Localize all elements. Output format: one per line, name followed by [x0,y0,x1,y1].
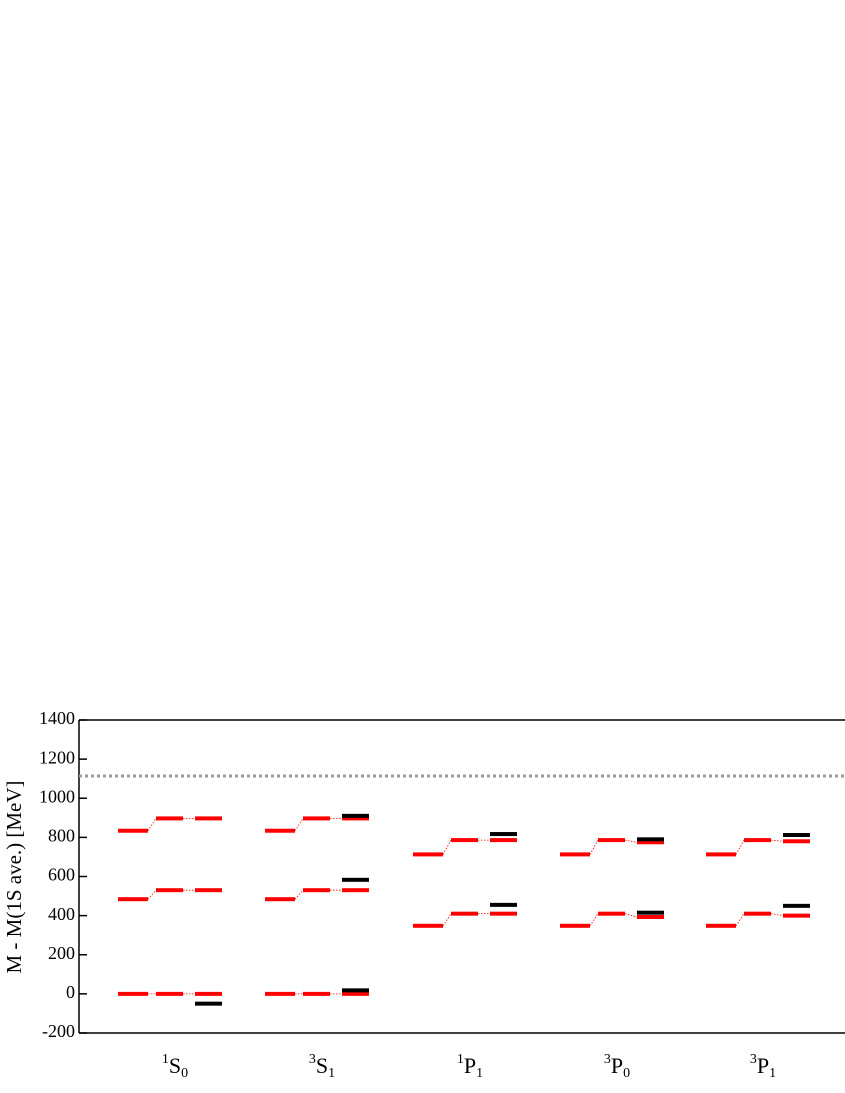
connector [442,913,452,927]
level [342,888,369,893]
y-tick-label: -200 [42,1021,75,1041]
level [303,888,330,893]
level [342,988,369,993]
level [783,833,810,838]
level [637,910,664,915]
level [342,813,369,818]
level [490,832,517,837]
label-sub: 1 [328,1066,335,1081]
level [783,903,810,908]
connector [624,839,638,843]
y-tick-label: 800 [48,826,75,846]
label-sup: 3 [750,1052,757,1067]
level [490,838,517,843]
connector [147,818,157,831]
level [195,991,222,996]
connector [624,913,638,918]
label-sup: 1 [457,1052,464,1067]
level [342,991,369,996]
label-main: P [611,1053,623,1078]
level [303,991,330,996]
y-tick-label: 0 [66,982,75,1002]
label-main: S [316,1053,328,1078]
y-tick-label: 1000 [39,786,75,806]
level [637,914,664,919]
label-sup: 3 [309,1052,316,1067]
y-tick-label: 600 [48,865,75,885]
connector [442,839,452,855]
level [783,839,810,844]
level [342,877,369,882]
level [413,852,443,857]
label-sub: 0 [623,1066,630,1081]
x-tick-label: 1S0 [162,1052,188,1081]
level [195,1001,222,1006]
label-sup: 3 [604,1052,611,1067]
label-sub: 1 [476,1066,483,1081]
level [156,991,183,996]
level [706,923,736,928]
connector [770,913,784,917]
connector [294,818,304,831]
level [706,852,736,857]
y-tick-label: 400 [48,904,75,924]
connector [294,889,304,900]
level [598,838,625,843]
level [195,816,222,821]
level [744,838,771,843]
level [195,888,222,893]
connector [589,839,599,855]
x-tick-label: 3S1 [309,1052,335,1081]
level [342,816,369,821]
level [265,991,295,996]
connector [770,839,784,842]
level [637,840,664,845]
x-tick-label: 3P1 [750,1052,776,1081]
connector [735,839,745,855]
level [413,923,443,928]
y-tick-label: 200 [48,943,75,963]
level [598,911,625,916]
level [265,897,295,902]
label-sub: 1 [769,1066,776,1081]
level [637,837,664,842]
connector [735,913,745,927]
level [783,913,810,918]
connector [589,913,599,927]
x-tick-label: 1P1 [457,1052,483,1081]
level [744,911,771,916]
x-tick-label: 3P0 [604,1052,630,1081]
level [118,991,148,996]
level [265,828,295,833]
level [490,902,517,907]
level [303,816,330,821]
level [451,838,478,843]
label-sup: 1 [162,1052,169,1067]
label-main: P [757,1053,769,1078]
label-sub: 0 [181,1066,188,1081]
level [490,911,517,916]
level [118,897,148,902]
level [560,852,590,857]
label-main: P [464,1053,476,1078]
y-axis-label: M - M(1S ave.) [MeV] [2,780,26,973]
level [118,828,148,833]
connector [147,889,157,900]
label-main: S [169,1053,181,1078]
y-tick-label: 1400 [39,708,75,728]
level [156,888,183,893]
level [560,923,590,928]
level [451,911,478,916]
level [156,816,183,821]
y-tick-label: 1200 [39,747,75,767]
